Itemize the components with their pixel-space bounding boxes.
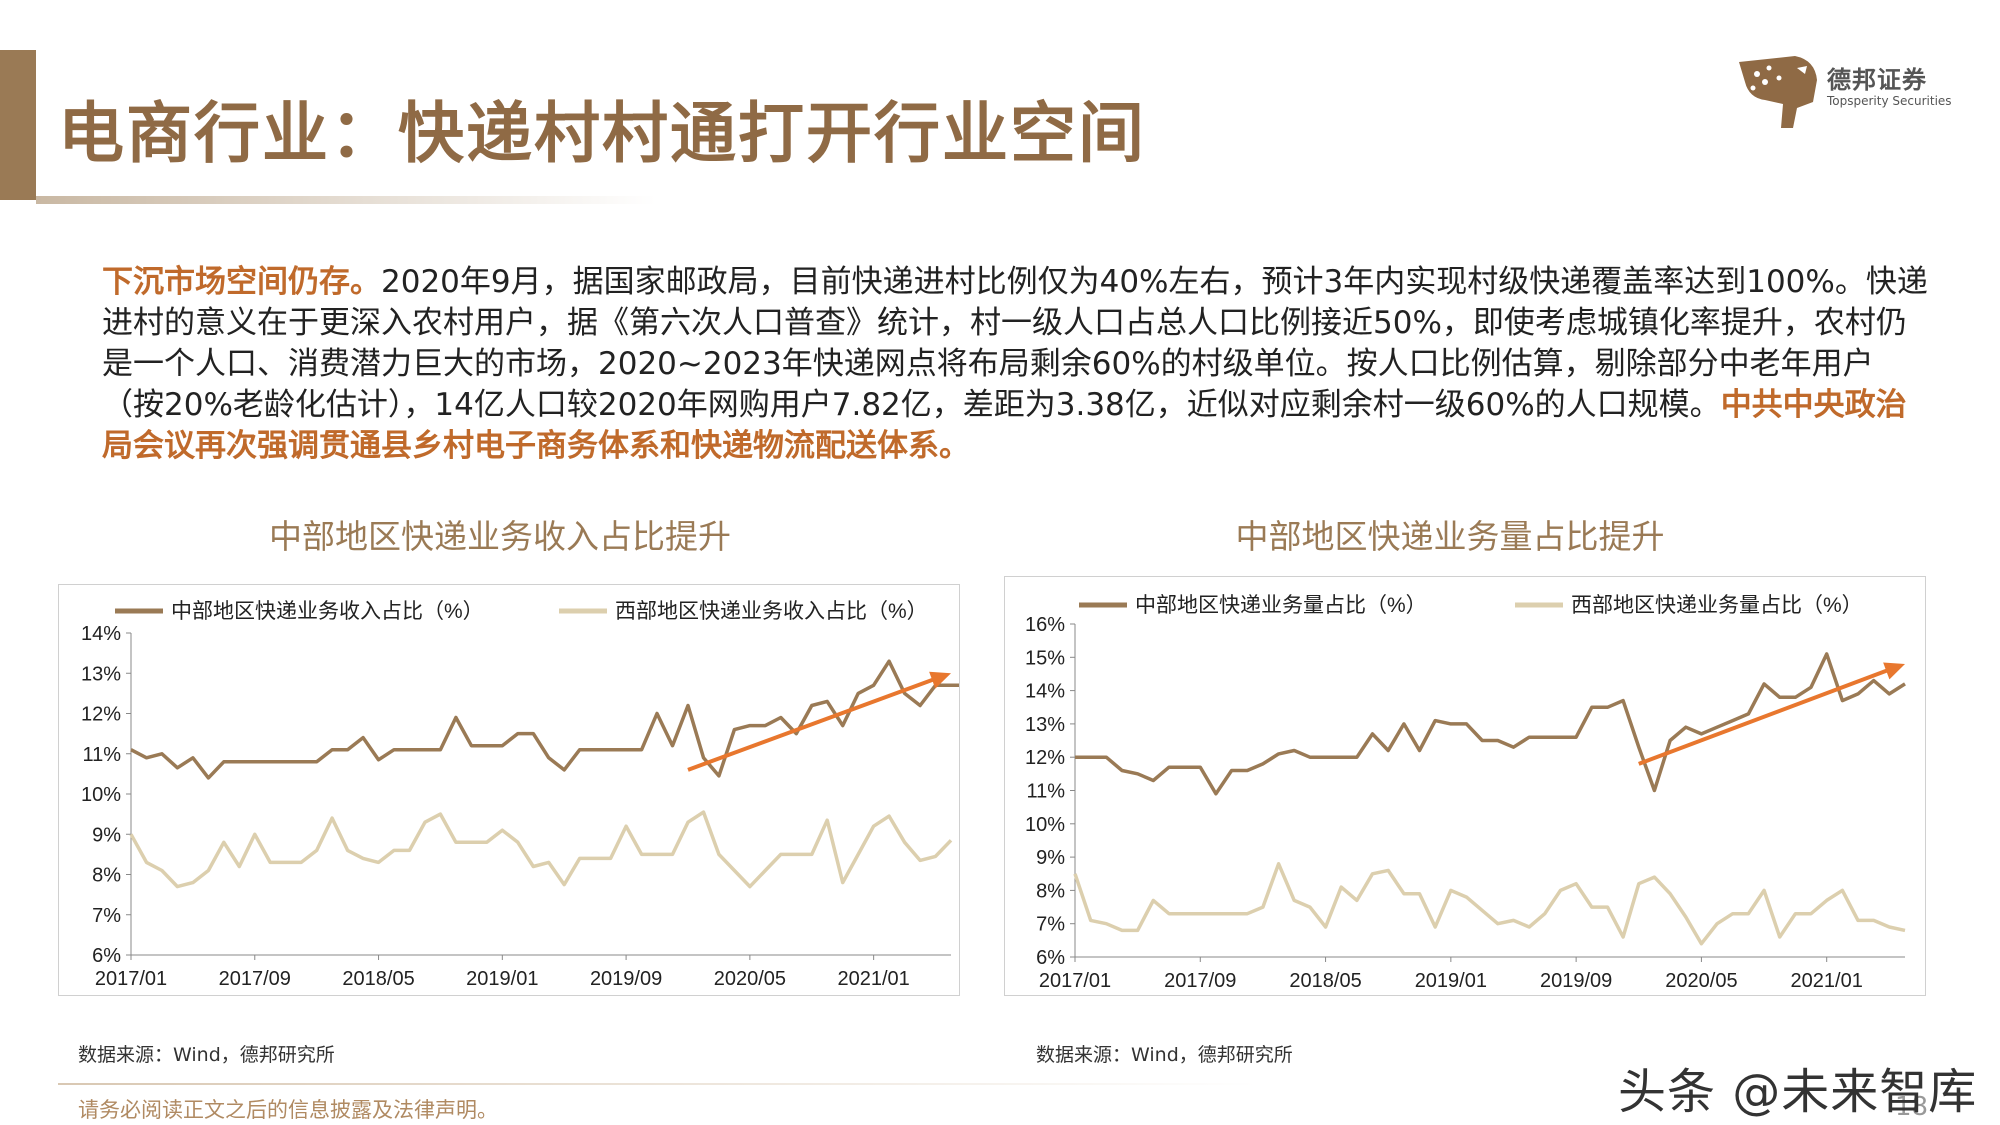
y-tick-label: 9% — [1036, 847, 1065, 869]
paragraph-emphasis: 中共中央政治局会议再次强调贯通县乡村电子商务体系和快递物流配送体系。 — [102, 387, 1907, 464]
paragraph-body: 2020年9月，据国家邮政局，目前快递进村比例仅为40%左右，预计3年内实现村级… — [102, 264, 1928, 423]
y-tick-label: 8% — [92, 865, 121, 887]
watermark: 头条 @未来智库 — [1618, 1064, 1978, 1120]
x-tick-label: 2017/09 — [219, 968, 291, 990]
x-tick-label: 2020/05 — [714, 968, 786, 990]
series-line-central — [1075, 652, 1906, 796]
y-tick-label: 9% — [92, 824, 121, 846]
trend-arrow-head — [929, 671, 951, 689]
y-tick-label: 12% — [81, 704, 121, 726]
x-tick-label: 2021/01 — [837, 968, 909, 990]
y-tick-label: 12% — [1025, 747, 1065, 769]
trend-arrow-line — [1638, 664, 1900, 766]
revenue-share-chart-panel: 6% 7% 8% 9% 10% 11% 12% 13% 14% 2017/01 2017/09 201… — [58, 584, 967, 996]
legend-label: 西部地区快递业务收入占比（%） — [615, 600, 928, 623]
slide-title: 电商行业：快递村村通打开行业空间 — [58, 95, 1146, 172]
x-tick-label: 2019/01 — [1415, 970, 1487, 992]
y-tick-label: 14% — [1025, 681, 1065, 703]
x-tick-label: 2019/01 — [466, 968, 538, 990]
y-tick-label: 11% — [82, 744, 121, 766]
logo-name-en: Topsperity Securities — [1827, 94, 1952, 108]
y-tick-label: 16% — [1025, 614, 1065, 636]
data-source-note: 数据来源：Wind，德邦研究所 — [1036, 1044, 1293, 1066]
y-tick-label: 14% — [81, 623, 121, 645]
paragraph-lead: 下沉市场空间仍存。 — [102, 264, 381, 300]
x-tick-label: 2017/09 — [1164, 970, 1236, 992]
y-tick-label: 15% — [1025, 647, 1065, 669]
series-line-western — [129, 810, 953, 889]
x-tick-label: 2019/09 — [1540, 970, 1612, 992]
revenue-share-chart: 6% 7% 8% 9% 10% 11% 12% 13% 14% 2017/01 2017/09 201… — [81, 600, 967, 990]
company-logo: 德邦证券 Topsperity Securities — [1735, 52, 1965, 132]
series-line-central — [130, 659, 967, 780]
volume-share-chart: 6% 7% 8% 9% 10% 11% 12% 13% 14% 15% 16% 2017/01 2017… — [1025, 594, 1906, 992]
y-tick-label: 7% — [92, 905, 121, 927]
y-tick-label: 11% — [1026, 781, 1065, 803]
body-paragraph: 下沉市场空间仍存。2020年9月，据国家邮政局，目前快递进村比例仅为40%左右，… — [102, 262, 1932, 467]
trend-arrow-line — [687, 673, 946, 772]
x-tick-label: 2021/01 — [1791, 970, 1863, 992]
logo-name-cn: 德邦证券 — [1827, 66, 1927, 94]
volume-share-chart-panel: 6% 7% 8% 9% 10% 11% 12% 13% 14% 15% 16% 2017/01 2017… — [1004, 576, 1926, 996]
trend-arrow-head — [1883, 662, 1905, 680]
footer-divider — [58, 1083, 1258, 1085]
leopard-logo-icon — [1739, 56, 1817, 128]
chart-title-revenue: 中部地区快递业务收入占比提升 — [269, 517, 731, 556]
legend-label: 中部地区快递业务量占比（%） — [1135, 594, 1427, 617]
title-underline — [36, 196, 656, 204]
legend-label: 中部地区快递业务收入占比（%） — [171, 600, 484, 623]
x-tick-label: 2019/09 — [590, 968, 662, 990]
y-tick-label: 6% — [1036, 947, 1065, 969]
title-accent-bar — [0, 50, 36, 200]
x-tick-label: 2018/05 — [342, 968, 414, 990]
y-tick-label: 13% — [81, 663, 121, 685]
legal-disclaimer: 请务必阅读正文之后的信息披露及法律声明。 — [78, 1098, 498, 1122]
y-tick-label: 10% — [81, 784, 121, 806]
x-tick-label: 2018/05 — [1289, 970, 1361, 992]
page-number: 18 — [1895, 1092, 1929, 1122]
chart-title-volume: 中部地区快递业务量占比提升 — [1235, 517, 1665, 556]
y-tick-label: 13% — [1025, 714, 1065, 736]
y-tick-label: 8% — [1036, 880, 1065, 902]
x-tick-label: 2017/01 — [95, 968, 167, 990]
x-tick-label: 2020/05 — [1665, 970, 1737, 992]
data-source-note: 数据来源：Wind，德邦研究所 — [78, 1044, 335, 1066]
y-tick-label: 7% — [1036, 914, 1065, 936]
y-tick-label: 6% — [92, 945, 121, 967]
y-tick-label: 10% — [1025, 814, 1065, 836]
series-line-western — [1073, 862, 1906, 946]
x-tick-label: 2017/01 — [1039, 970, 1111, 992]
legend-label: 西部地区快递业务量占比（%） — [1571, 594, 1863, 617]
